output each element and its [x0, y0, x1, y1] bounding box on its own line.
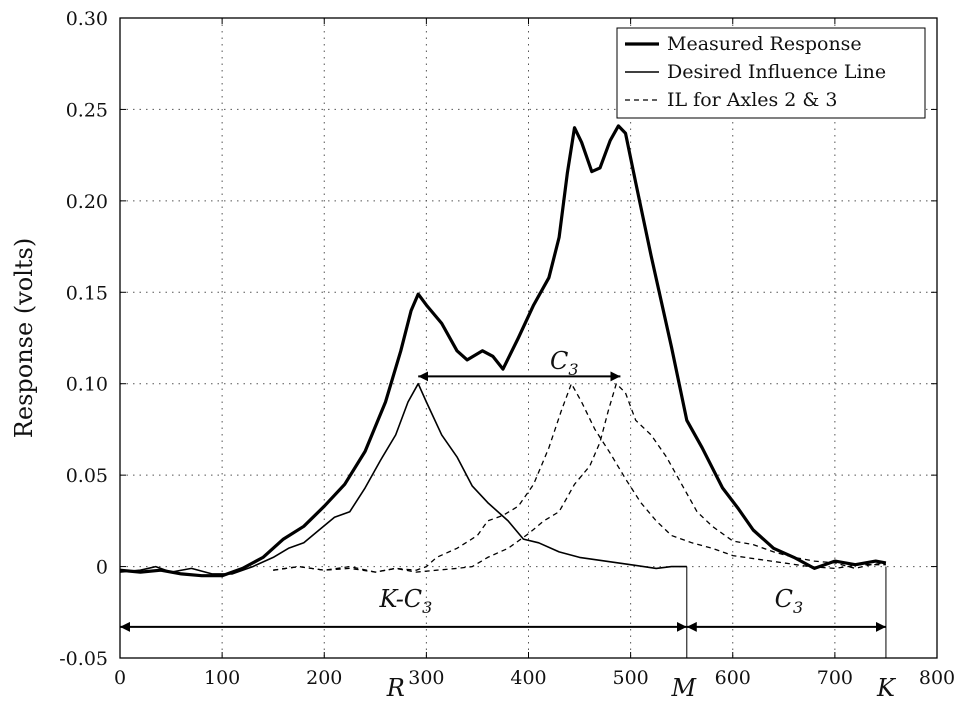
y-tick-label: 0.30 — [66, 8, 108, 30]
series-layer — [119, 124, 887, 578]
marker-label-m: M — [670, 674, 697, 702]
legend-entry: Measured Response — [667, 33, 862, 55]
marker-label-k: K — [876, 674, 897, 702]
series-line-1 — [119, 124, 887, 578]
x-tick-label: 400 — [510, 667, 546, 689]
annotation-layer: C3 K-C3 C3 R M K — [120, 347, 897, 702]
x-tick-label: 700 — [817, 667, 853, 689]
series-line-4 — [273, 383, 886, 573]
x-tick-label: 200 — [306, 667, 342, 689]
axis-ticks: 0 100 200 300 400 500 600 700 800 -0.05 0 0.05 0.10 0… — [59, 8, 955, 689]
x-tick-label: 100 — [204, 667, 240, 689]
y-tick-label: 0.25 — [66, 99, 108, 121]
y-tick-label: 0.05 — [66, 465, 108, 487]
legend-entry: IL for Axles 2 & 3 — [667, 89, 837, 111]
x-tick-label: 500 — [612, 667, 648, 689]
k-minus-c3-span-label: K-C3 — [379, 585, 433, 617]
y-tick-label: 0 — [96, 557, 108, 579]
y-tick-label: -0.05 — [59, 648, 108, 670]
c3-span-bottom-label: C3 — [775, 585, 804, 617]
x-tick-label: 0 — [114, 667, 126, 689]
y-tick-label: 0.20 — [66, 191, 108, 213]
c3-span-top-label: C3 — [550, 347, 579, 379]
marker-label-r: R — [386, 674, 405, 702]
x-tick-label: 600 — [715, 667, 751, 689]
y-tick-label: 0.10 — [66, 374, 108, 396]
series-line-3 — [273, 383, 886, 573]
legend-entry: Desired Influence Line — [667, 61, 886, 83]
series-line-2 — [119, 382, 687, 575]
y-axis-label: Response (volts) — [10, 238, 38, 438]
legend-box — [616, 27, 926, 119]
x-tick-label: 300 — [408, 667, 444, 689]
x-tick-label: 800 — [919, 667, 955, 689]
grid — [120, 18, 937, 658]
y-tick-label: 0.15 — [66, 282, 108, 304]
legend: Measured Response Desired Influence Line I… — [616, 27, 926, 119]
